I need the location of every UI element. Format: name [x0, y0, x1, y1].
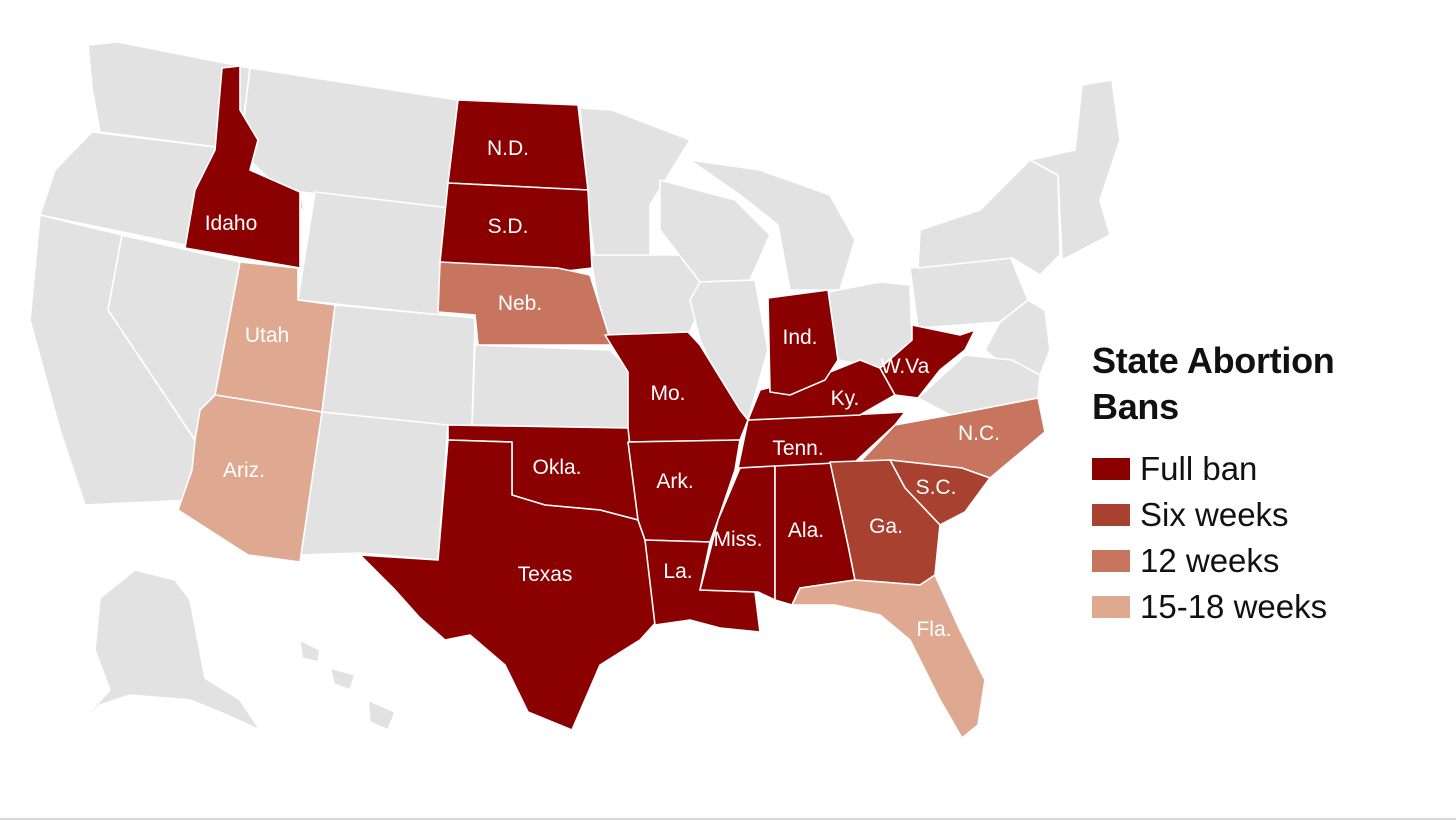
- state-hawaii: [299, 639, 396, 731]
- state-colorado: [321, 304, 476, 429]
- label-indiana: Ind.: [782, 326, 817, 349]
- state-new-york: [917, 159, 1061, 276]
- label-tennessee: Tenn.: [772, 437, 823, 460]
- label-louisiana: La.: [663, 560, 692, 583]
- state-texas: [359, 439, 659, 731]
- state-labels: Idaho N.D. S.D. Neb. Utah Ariz. Mo. Okla…: [205, 137, 1000, 641]
- legend-swatch: [1092, 596, 1130, 618]
- legend-label: Six weeks: [1140, 496, 1289, 533]
- label-missouri: Mo.: [650, 382, 685, 405]
- state-indiana: [767, 289, 839, 396]
- state-kansas: [471, 344, 631, 429]
- state-florida: [791, 574, 986, 739]
- state-idaho: [184, 65, 301, 269]
- state-mid-atlantic: [984, 299, 1051, 376]
- state-wyoming: [297, 191, 451, 316]
- legend-item-15-18-weeks: 15-18 weeks: [1092, 584, 1432, 630]
- label-north-carolina: N.C.: [958, 422, 1000, 445]
- state-arkansas: [627, 439, 741, 543]
- label-west-virginia: W.Va: [881, 355, 930, 378]
- label-utah: Utah: [245, 324, 289, 347]
- label-south-dakota: S.D.: [488, 215, 529, 238]
- legend-label: Full ban: [1140, 450, 1258, 487]
- legend-swatch: [1092, 550, 1130, 572]
- label-arkansas: Ark.: [656, 470, 693, 493]
- label-florida: Fla.: [916, 618, 951, 641]
- state-arizona: [177, 394, 323, 563]
- state-west-virginia: [879, 324, 976, 399]
- legend-title: State Abortion Bans: [1092, 340, 1335, 427]
- legend-swatch: [1092, 458, 1130, 480]
- state-louisiana: [644, 539, 761, 633]
- state-nebraska: [437, 261, 613, 346]
- label-kentucky: Ky.: [831, 387, 860, 410]
- label-south-carolina: S.C.: [916, 476, 957, 499]
- legend-swatch: [1092, 504, 1130, 526]
- bottom-divider: [0, 818, 1456, 820]
- legend-item-six-weeks: Six weeks: [1092, 492, 1432, 538]
- state-new-england: [1029, 79, 1121, 261]
- label-nebraska: Neb.: [498, 292, 542, 315]
- label-alabama: Ala.: [788, 519, 824, 542]
- label-arizona: Ariz.: [223, 459, 265, 482]
- label-idaho: Idaho: [205, 212, 258, 235]
- legend-item-full-ban: Full ban: [1092, 446, 1432, 492]
- legend-item-12-weeks: 12 weeks: [1092, 538, 1432, 584]
- legend-label: 12 weeks: [1140, 542, 1280, 579]
- label-oklahoma: Okla.: [532, 456, 581, 479]
- state-new-mexico: [299, 411, 449, 561]
- state-south-dakota: [439, 182, 593, 273]
- legend-label: 15-18 weeks: [1140, 588, 1328, 625]
- state-alaska: [71, 569, 261, 733]
- label-mississippi: Miss.: [714, 528, 763, 551]
- legend: State Abortion Bans Full ban Six weeks 1…: [1092, 338, 1432, 630]
- label-texas: Texas: [518, 563, 573, 586]
- label-north-dakota: N.D.: [487, 137, 529, 160]
- label-georgia: Ga.: [869, 515, 903, 538]
